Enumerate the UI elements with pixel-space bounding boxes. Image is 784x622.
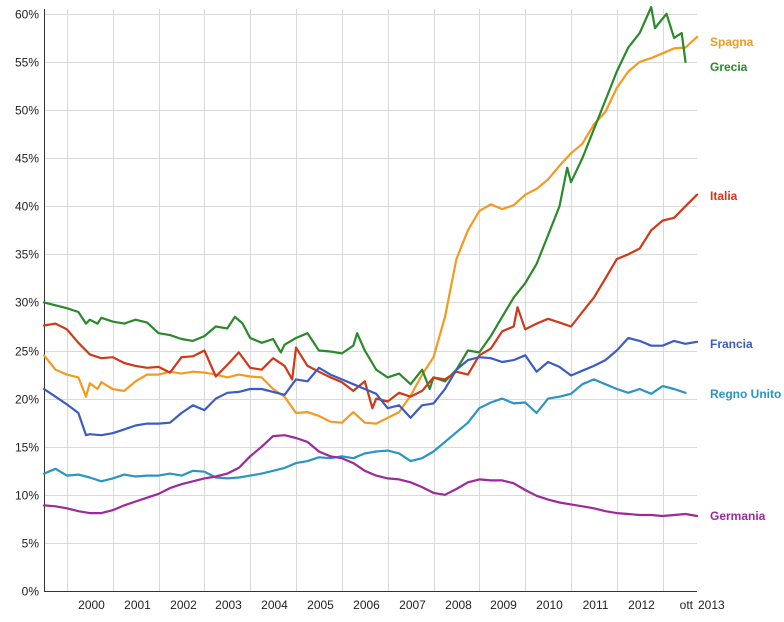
x-tick-label: 2005: [307, 598, 334, 612]
y-tick-label: 35%: [15, 248, 39, 262]
legend-label-grecia: Grecia: [710, 60, 748, 74]
x-tick-label: ott: [680, 598, 694, 612]
x-tick-label: 2009: [490, 598, 517, 612]
y-tick-label: 0%: [22, 585, 40, 599]
x-tick-label: 2002: [170, 598, 197, 612]
y-tick-label: 45%: [15, 152, 39, 166]
legend-label-regno-unito: Regno Unito: [710, 387, 781, 401]
y-tick-label: 10%: [15, 489, 39, 503]
legend: Spagna Grecia Italia Francia Regno Unito Germ…: [710, 35, 781, 523]
x-tick-label: 2008: [445, 598, 472, 612]
legend-label-spagna: Spagna: [710, 35, 754, 49]
y-tick-label: 55%: [15, 56, 39, 70]
x-tick-label: 2001: [124, 598, 151, 612]
series-lines: [42, 6, 699, 518]
series-line-regno-unito: [42, 378, 687, 483]
x-tick-label: 2004: [261, 598, 288, 612]
y-tick-label: 15%: [15, 441, 39, 455]
series-line-spagna: [42, 35, 699, 425]
x-tick-label: 2000: [78, 598, 105, 612]
x-tick-label: 2007: [399, 598, 426, 612]
gridlines: [44, 9, 697, 592]
x-tick-label: 2012: [628, 598, 655, 612]
series-line-germania: [42, 434, 699, 518]
x-tick-label: 2013: [698, 598, 725, 612]
x-tick-label: 2006: [353, 598, 380, 612]
series-line-italia: [42, 193, 699, 410]
y-tick-label: 25%: [15, 345, 39, 359]
y-tick-label: 5%: [22, 537, 40, 551]
y-tick-label: 20%: [15, 393, 39, 407]
x-tick-label: 2010: [536, 598, 563, 612]
series-line-grecia: [42, 6, 687, 391]
x-tick-label: 2011: [583, 598, 609, 612]
axes: 0% 5% 10% 15% 20% 25% 30% 35% 40% 45% 50% 55% 60% 200…: [15, 8, 725, 613]
y-tick-label: 40%: [15, 200, 39, 214]
y-tick-label: 60%: [15, 8, 39, 22]
y-tick-label: 30%: [15, 296, 39, 310]
legend-label-italia: Italia: [710, 189, 738, 203]
legend-label-germania: Germania: [710, 509, 766, 523]
legend-label-francia: Francia: [710, 337, 753, 351]
x-tick-label: 2003: [215, 598, 242, 612]
y-tick-label: 50%: [15, 104, 39, 118]
series-line-francia: [42, 336, 699, 437]
